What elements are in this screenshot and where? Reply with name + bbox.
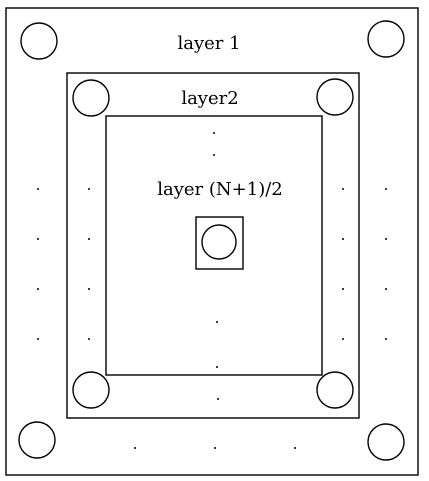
layer-1-corner-hole-bottom-left bbox=[18, 421, 56, 459]
layer-2-corner-hole-bottom-right bbox=[316, 371, 354, 409]
guide-dot bbox=[217, 398, 219, 400]
layer-2-corner-hole-top-left bbox=[72, 79, 110, 117]
layer-1-corner-hole-top-left bbox=[20, 22, 58, 60]
guide-dot bbox=[37, 188, 39, 190]
guide-dot bbox=[214, 447, 216, 449]
guide-dot bbox=[385, 238, 387, 240]
guide-dot bbox=[385, 338, 387, 340]
guide-dot bbox=[37, 288, 39, 290]
guide-dot bbox=[88, 338, 90, 340]
guide-dot bbox=[213, 132, 215, 134]
guide-dot bbox=[294, 447, 296, 449]
layer-mid-outline bbox=[105, 115, 323, 376]
guide-dot bbox=[342, 238, 344, 240]
guide-dot bbox=[342, 288, 344, 290]
layer-1-corner-hole-bottom-right bbox=[367, 423, 405, 461]
layer-mid-label: layer (N+1)/2 bbox=[157, 179, 282, 200]
guide-dot bbox=[385, 288, 387, 290]
layer-2-outline bbox=[66, 72, 360, 419]
guide-dot bbox=[213, 154, 215, 156]
guide-dot bbox=[88, 188, 90, 190]
guide-dot bbox=[134, 447, 136, 449]
center-via-hole bbox=[201, 224, 237, 260]
guide-dot bbox=[88, 238, 90, 240]
guide-dot bbox=[37, 238, 39, 240]
layer-1-corner-hole-top-right bbox=[367, 20, 405, 58]
guide-dot bbox=[216, 321, 218, 323]
guide-dot bbox=[88, 288, 90, 290]
guide-dots bbox=[37, 132, 387, 449]
guide-dot bbox=[37, 338, 39, 340]
guide-dot bbox=[216, 366, 218, 368]
layer-2-label: layer2 bbox=[181, 88, 238, 109]
layer-2-corner-hole-top-right bbox=[316, 78, 354, 116]
center-via-square bbox=[195, 216, 244, 270]
layer-1-outline bbox=[5, 7, 419, 476]
guide-dot bbox=[385, 188, 387, 190]
guide-dot bbox=[342, 338, 344, 340]
guide-dot bbox=[342, 188, 344, 190]
layer-2-corner-hole-bottom-left bbox=[72, 371, 110, 409]
layer-1-label: layer 1 bbox=[177, 33, 240, 54]
